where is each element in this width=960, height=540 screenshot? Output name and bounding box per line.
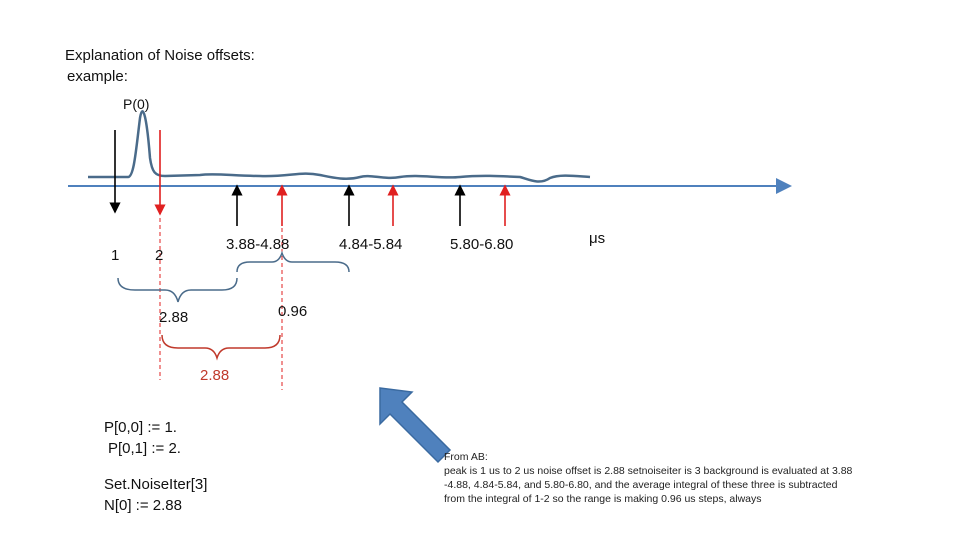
signal-waveform bbox=[88, 110, 591, 183]
slide-title: Explanation of Noise offsets: example: bbox=[65, 45, 255, 87]
code-line-3: Set.NoiseIter[3] bbox=[104, 476, 208, 493]
note-line-1: From AB: bbox=[444, 451, 488, 463]
brace-first-span bbox=[117, 277, 238, 303]
window-label-2: 4.84-5.84 bbox=[339, 236, 403, 253]
step-span-label: 0.96 bbox=[278, 303, 308, 320]
code-line-2: P[0,1] := 2. bbox=[108, 440, 181, 457]
unit-label: μs bbox=[589, 230, 606, 247]
title-line-2: example: bbox=[67, 68, 128, 85]
first-span-label: 2.88 bbox=[159, 309, 189, 326]
code-line-4: N[0] := 2.88 bbox=[104, 497, 182, 514]
marker-label-1: 1 bbox=[111, 247, 120, 264]
explanation-note: From AB: peak is 1 us to 2 us noise offs… bbox=[444, 450, 852, 506]
title-line-1: Explanation of Noise offsets: bbox=[65, 47, 255, 64]
marker-label-2: 2 bbox=[155, 247, 164, 264]
code-line-1: P[0,0] := 1. bbox=[104, 419, 177, 436]
peak-label: P(0) bbox=[123, 96, 150, 112]
window-label-3: 5.80-6.80 bbox=[450, 236, 514, 253]
note-line-4: from the integral of 1-2 so the range is… bbox=[444, 493, 762, 505]
note-line-2: peak is 1 us to 2 us noise offset is 2.8… bbox=[444, 465, 853, 477]
pointer-arrow bbox=[379, 387, 452, 464]
red-span-label: 2.88 bbox=[200, 367, 230, 384]
note-line-3: -4.88, 4.84-5.84, and 5.80-6.80, and the… bbox=[444, 479, 838, 491]
code-block-peak: P[0,0] := 1. P[0,1] := 2. bbox=[104, 417, 181, 459]
window-label-1: 3.88-4.88 bbox=[226, 236, 290, 253]
brace-window-1 bbox=[236, 250, 350, 273]
code-block-noise: Set.NoiseIter[3] N[0] := 2.88 bbox=[104, 474, 207, 516]
brace-red-span bbox=[161, 334, 281, 361]
